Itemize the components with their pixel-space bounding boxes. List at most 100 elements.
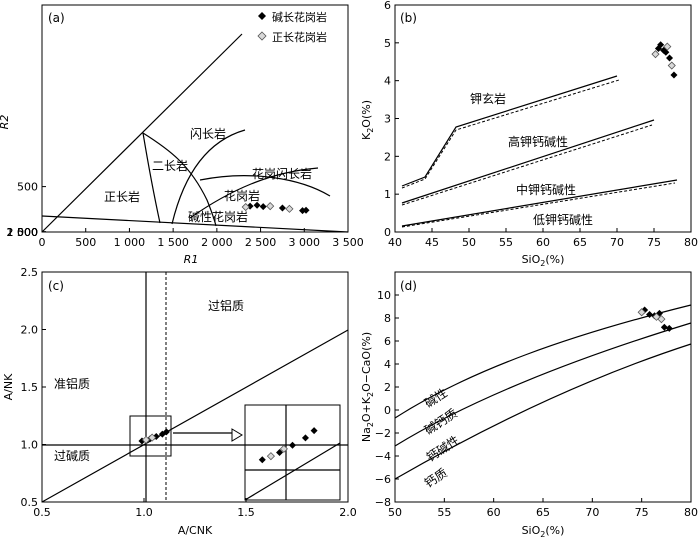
a-ylabel: R2	[0, 115, 11, 130]
panel-b-frame	[394, 4, 692, 233]
d-x-tick-label: 75	[635, 506, 649, 519]
legend-kfeld-label: 正长花岗岩	[272, 30, 327, 44]
b-field-midk: 中钾钙碱性	[516, 182, 576, 197]
b-alkali-point	[657, 41, 665, 49]
b-line-midk	[401, 179, 678, 227]
c-alkali-point	[162, 428, 170, 436]
c-y-tick-label: 0.5	[21, 496, 39, 509]
c-inset-kfeld-point	[279, 444, 288, 453]
panel-c-label: (c)	[48, 279, 64, 293]
d-x-tick-label: 80	[684, 506, 698, 519]
panel-b-label: (b)	[400, 11, 417, 25]
b-alkali-point	[666, 54, 674, 62]
b-x-tick-label: 70	[610, 236, 624, 249]
d-y-ticks: −8 −6 −4 −2 0 2 4 6 8 10	[375, 289, 399, 509]
b-alkali-point	[670, 71, 678, 79]
a-x-tick-label: 500	[75, 236, 96, 249]
b-field-shoshonite: 钾玄岩	[470, 91, 506, 106]
a-field-granodiorite: 花岗闪长岩	[252, 166, 312, 181]
d-field-calcic: 钙质	[422, 466, 450, 491]
d-alkali-point	[660, 323, 668, 331]
d-y-tick-label: 6	[384, 335, 391, 348]
d-y-tick-label: 8	[384, 312, 391, 325]
d-x-tick-label: 50	[388, 506, 402, 519]
d-line-alkalicalcic	[394, 322, 692, 447]
b-kfeld-point	[663, 42, 672, 51]
c-y-tick-label: 2.5	[21, 266, 39, 279]
a-x-tick-label: 1 000	[114, 236, 146, 249]
b-y-tick-label: 6	[384, 0, 391, 12]
b-points	[651, 41, 678, 79]
c-x-ticks: 0.5 1.0 1.5 2.0	[33, 498, 357, 519]
b-field-lowk: 低钾钙碱性	[533, 213, 593, 227]
d-x-tick-label: 70	[585, 506, 599, 519]
a-alkali-point	[278, 204, 286, 212]
c-zoom-box	[129, 415, 172, 457]
d-x-tick-label: 60	[487, 506, 501, 519]
a-field-diorite: 闪长岩	[190, 126, 226, 141]
c-inset-kfeld-point	[266, 452, 275, 461]
d-alkali-point	[646, 311, 654, 319]
c-kfeld-point	[141, 435, 151, 444]
d-y-tick-label: −2	[375, 427, 391, 440]
b-y-tick-label: 3	[384, 113, 391, 126]
d-x-ticks: 50 55 60 65 70 75 80	[388, 498, 698, 519]
legend-alkali-label: 碱长花岗岩	[272, 10, 327, 24]
panel-b: (b) 钾玄岩 高钾钙碱性 中钾钙碱性 低钾钙碱性 40 45 50 55 60 65 70…	[360, 0, 698, 268]
b-y-tick-label: 2	[384, 150, 391, 163]
panel-c: (c) 过铝质 准铝质 过碱质 0.5 1.0 1.5 2.0 0.5 1.0 1.5 2.…	[2, 266, 357, 537]
c-arrow-head	[231, 428, 243, 442]
a-field-alkali-granite: 碱性花岗岩	[188, 209, 248, 224]
b-line-shoshonite	[401, 75, 618, 187]
a-field-granite: 花岗岩	[224, 188, 260, 203]
a-x-tick-label: 2 500	[245, 236, 277, 249]
panel-a-label: (a)	[48, 11, 65, 25]
a-alkali-point	[253, 201, 261, 209]
b-y-tick-label: 5	[384, 37, 391, 50]
a-xlabel: R1	[184, 253, 199, 266]
c-points	[138, 428, 170, 445]
a-line-monzonite	[142, 132, 217, 227]
b-dash-highk	[401, 124, 653, 206]
b-field-highk: 高钾钙碱性	[508, 134, 568, 149]
d-y-tick-label: 4	[384, 358, 391, 371]
a-x-tick-label: 3 500	[332, 236, 364, 249]
d-y-tick-label: 0	[384, 404, 391, 417]
a-line-granite	[189, 167, 319, 219]
d-line-calcalkalic	[394, 343, 692, 480]
d-field-alkalicalcic: 碱钙质	[422, 406, 460, 437]
b-x-tick-label: 65	[573, 236, 587, 249]
b-dash-shoshonite	[401, 79, 620, 189]
a-x-tick-label: 0	[39, 236, 46, 249]
d-y-tick-label: 2	[384, 381, 391, 394]
a-line-diorite	[171, 129, 246, 225]
a-y-tick-label: 0	[31, 226, 38, 239]
a-field-syenite: 正长岩	[104, 189, 140, 204]
a-x-tick-label: 3 000	[289, 236, 321, 249]
a-field-monzonite: 二长岩	[152, 158, 188, 173]
d-y-tick-label: −6	[375, 473, 391, 486]
panel-d: (d) 碱性 碱钙质 钙碱性 钙质 50 55 60 65 70 75 80 −8−6−4−…	[360, 271, 698, 539]
a-line-syenite	[142, 132, 161, 224]
a-y-tick-label: 1 000	[7, 226, 39, 239]
c-inset-alkali-point	[310, 427, 318, 435]
b-x-tick-label: 45	[425, 236, 439, 249]
d-kfeld-point	[652, 312, 661, 321]
b-kfeld-point	[667, 61, 676, 70]
panel-a-frame	[41, 4, 349, 233]
c-x-tick-label: 2.0	[339, 506, 357, 519]
c-x-tick-label: 0.5	[33, 506, 51, 519]
c-inset-alkali-point	[258, 456, 266, 464]
panel-d-label: (d)	[400, 279, 417, 293]
c-y-tick-label: 1.5	[21, 381, 39, 394]
d-points	[637, 306, 673, 332]
c-inset-alkali-point	[289, 441, 296, 449]
a-kfeld-point	[241, 202, 250, 212]
b-x-tick-label: 75	[647, 236, 661, 249]
a-y-tick-label: 1 500	[7, 226, 39, 239]
d-ylabel: Na2O+K2O−CaO(%)	[360, 332, 375, 442]
a-y-tick-label: 500	[17, 181, 38, 194]
c-field-peralkaline: 过碱质	[54, 449, 90, 463]
c-y-tick-label: 2.0	[21, 324, 39, 337]
